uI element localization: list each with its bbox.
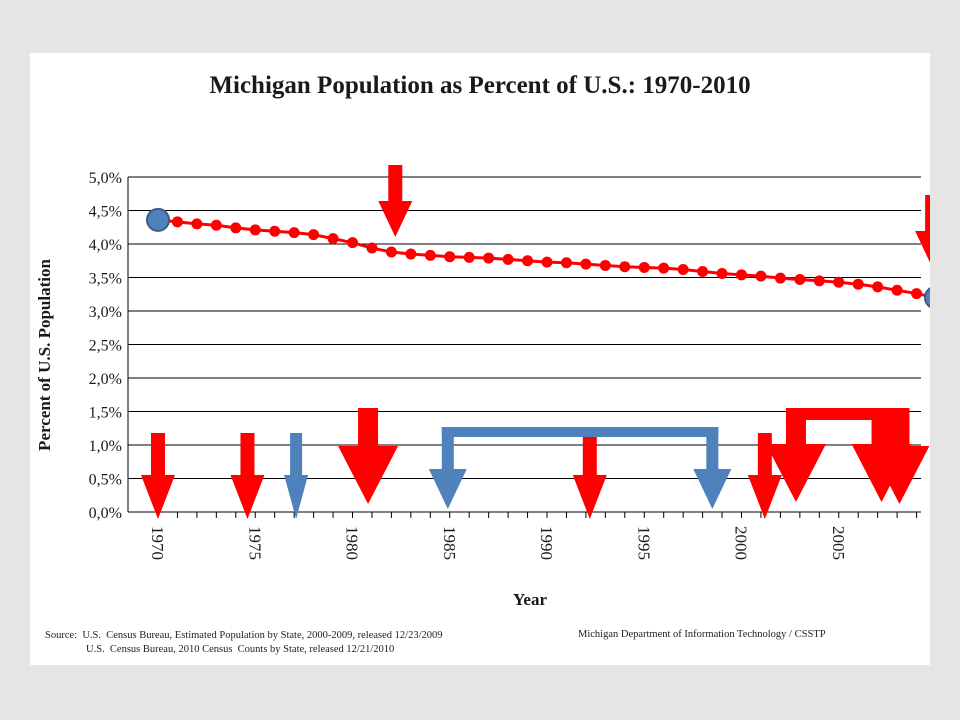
- x-tick-label: 2005: [829, 526, 848, 560]
- data-point: [502, 253, 514, 265]
- data-point: [638, 261, 650, 273]
- data-point: [288, 227, 300, 239]
- x-tick-label: 2000: [732, 526, 751, 560]
- data-point: [852, 278, 864, 290]
- data-point: [405, 248, 417, 260]
- y-tick-label: 4,0%: [89, 237, 122, 254]
- bracket-arrow-right: [851, 408, 912, 502]
- trend-arrow-top: [378, 165, 413, 237]
- bracket-arrow-left: [765, 408, 826, 502]
- data-point: [774, 272, 786, 284]
- data-point: [210, 219, 222, 231]
- data-point: [736, 269, 747, 281]
- y-tick-label: 2,5%: [89, 338, 122, 355]
- data-point: [794, 274, 806, 286]
- data-point: [327, 233, 339, 245]
- x-tick-label: 2010: [926, 526, 930, 560]
- x-axis-label: Year: [513, 590, 547, 609]
- data-point: [463, 251, 475, 263]
- bracket-bar: [785, 408, 892, 420]
- source-text: Source: U.S. Census Bureau, Estimated Po…: [45, 629, 443, 657]
- bracket-arrow-left: [428, 427, 467, 509]
- data-point: [541, 256, 553, 268]
- trend-arrow: [230, 433, 265, 519]
- y-axis-label: Percent of U.S. Population: [35, 259, 54, 451]
- data-point: [813, 275, 825, 287]
- data-point: [697, 265, 709, 277]
- trend-arrow-top: [915, 195, 930, 263]
- trend-arrow: [338, 408, 399, 504]
- data-point: [619, 261, 631, 273]
- y-tick-label: 1,5%: [89, 405, 122, 422]
- data-point: [230, 222, 242, 234]
- highlight-point: [146, 207, 170, 232]
- y-tick-label: 4,5%: [89, 204, 122, 221]
- data-point: [677, 263, 689, 275]
- source-line-1: Source: U.S. Census Bureau, Estimated Po…: [45, 630, 443, 641]
- y-tick-label: 5,0%: [89, 170, 122, 187]
- chart-title: Michigan Population as Percent of U.S.: …: [209, 72, 751, 99]
- data-point: [424, 249, 436, 261]
- trend-arrow: [141, 433, 175, 519]
- data-point: [347, 237, 358, 249]
- data-point: [171, 216, 183, 228]
- y-tick-label: 0,0%: [89, 505, 122, 522]
- data-point: [522, 255, 534, 267]
- highlight-point: [924, 287, 930, 308]
- y-tick-label: 2,0%: [89, 371, 122, 388]
- data-point: [444, 251, 456, 263]
- y-tick-label: 3,0%: [89, 304, 122, 321]
- bracket-bar: [441, 427, 719, 437]
- data-point: [833, 276, 845, 288]
- trend-arrow: [284, 433, 309, 519]
- y-tick-label: 0,5%: [89, 472, 122, 489]
- data-point: [366, 242, 378, 254]
- data-point: [872, 281, 884, 293]
- x-tick-label: 1980: [343, 526, 362, 560]
- data-point: [658, 262, 670, 274]
- data-point: [580, 258, 592, 270]
- slide: Michigan Population as Percent of U.S.: …: [30, 53, 930, 665]
- bracket-arrow-right: [693, 427, 732, 509]
- data-point: [560, 257, 572, 269]
- source-credit: Michigan Department of Information Techn…: [578, 629, 826, 640]
- x-tick-label: 1985: [440, 526, 459, 560]
- data-point: [755, 270, 767, 282]
- y-tick-label: 1,0%: [89, 438, 122, 455]
- data-point: [191, 218, 203, 230]
- data-point: [483, 252, 495, 264]
- x-tick-label: 1990: [537, 526, 556, 560]
- data-point: [599, 259, 611, 271]
- data-point: [308, 229, 320, 241]
- data-point: [269, 225, 281, 237]
- y-tick-label: 3,5%: [89, 271, 122, 288]
- data-point: [385, 246, 397, 258]
- data-point: [891, 284, 903, 296]
- x-tick-label: 1995: [634, 526, 653, 560]
- data-point: [911, 288, 923, 300]
- trend-arrow: [747, 433, 782, 519]
- data-point: [249, 224, 261, 236]
- x-tick-label: 1975: [245, 526, 264, 560]
- trend-arrow: [572, 433, 607, 519]
- source-line-2: U.S. Census Bureau, 2010 Census Counts b…: [86, 644, 395, 655]
- data-point: [716, 267, 728, 279]
- x-tick-label: 1970: [148, 526, 167, 560]
- chart-canvas: 0,0% 0,5% 1,0% 1,5% 2,0% 2,5% 3,0% 3,5% 4,0% 4,5%…: [89, 165, 930, 560]
